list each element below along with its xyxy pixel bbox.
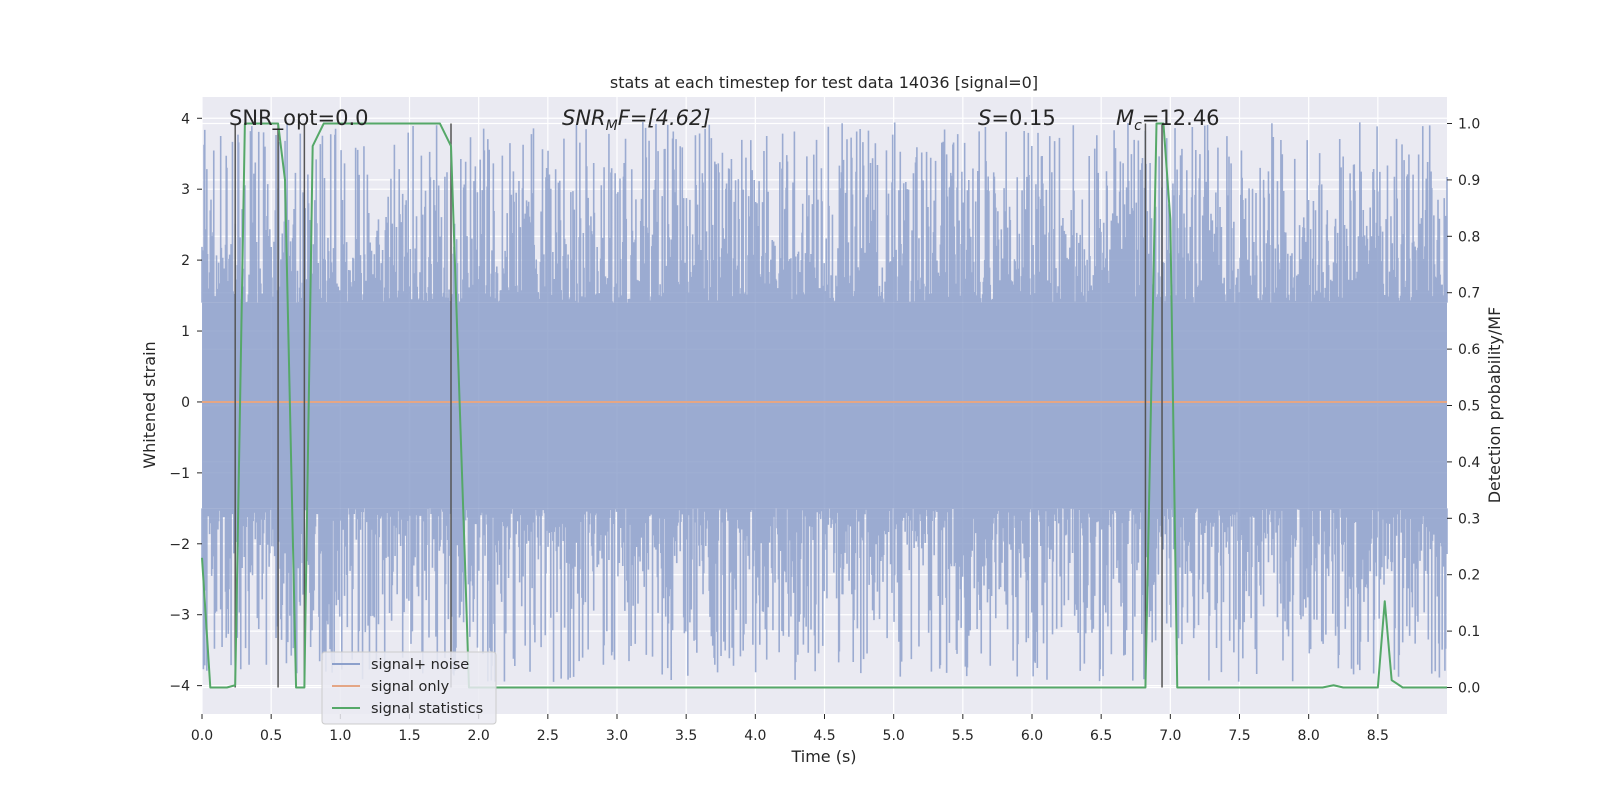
x-axis-label: Time (s)	[790, 747, 856, 766]
y2-tick-label-6: 0.4	[1458, 455, 1480, 471]
y-tick-label-5: −1	[169, 466, 190, 482]
noise-core-band	[202, 302, 1447, 509]
x-tick-label-2: 1.0	[329, 728, 351, 744]
snr-opt-annotation: SNR_opt=0.0	[229, 106, 369, 131]
y2-tick-label-8: 0.2	[1458, 568, 1480, 584]
x-tick-label-0: 0.0	[191, 728, 213, 744]
y2-tick-label-9: 0.1	[1458, 624, 1480, 640]
x-tick-label-3: 1.5	[398, 728, 420, 744]
snr-mf-annotation: SNRMF=[4.62]	[562, 106, 711, 134]
x-tick-label-14: 7.0	[1159, 728, 1181, 744]
y2-tick-label-2: 0.8	[1458, 229, 1480, 245]
y-tick-label-2: 2	[181, 253, 190, 269]
snr-mf-symbol: SNR	[562, 106, 606, 130]
y-tick-label-4: 0	[181, 395, 190, 411]
y-axis-label: Whitened strain	[140, 341, 159, 468]
x-tick-label-1: 0.5	[260, 728, 282, 744]
y-tick-label-1: 3	[181, 182, 190, 198]
y-tick-label-8: −4	[169, 679, 190, 695]
noise-lower-spikes	[201, 508, 1448, 682]
y-tick-label-6: −2	[169, 537, 190, 553]
signal-plus-noise-series	[201, 122, 1448, 682]
legend: signal+ noise signal only signal statist…	[321, 651, 497, 725]
y2-tick-label-5: 0.5	[1458, 399, 1480, 415]
x-tick-label-6: 3.0	[606, 728, 628, 744]
x-tick-label-4: 2.0	[468, 728, 490, 744]
y2-tick-label-0: 1.0	[1458, 117, 1480, 133]
x-tick-label-8: 4.0	[744, 728, 766, 744]
legend-label-signal-statistics: signal statistics	[371, 701, 483, 717]
vertical-marker-lines	[234, 123, 1163, 688]
chart-title: stats at each timestep for test data 140…	[610, 73, 1038, 92]
s-value: =0.15	[991, 106, 1055, 130]
x-axis-ticks: 0.0 0.5 1.0 1.5 2.0 2.5 3.0 3.5 4.0 4.5 5.0 5.5 6.0 6…	[191, 714, 1389, 744]
y-tick-label-0: 4	[181, 111, 190, 127]
y2-tick-label-10: 0.0	[1458, 680, 1480, 696]
x-tick-label-5: 2.5	[537, 728, 559, 744]
y2-tick-label-7: 0.3	[1458, 511, 1480, 527]
x-tick-label-11: 5.5	[952, 728, 974, 744]
mc-symbol: M	[1116, 106, 1134, 130]
snr-mf-subscript: M	[606, 118, 618, 134]
y2-tick-label-4: 0.6	[1458, 342, 1480, 358]
x-tick-label-12: 6.0	[1021, 728, 1043, 744]
y-tick-label-7: −3	[169, 608, 190, 624]
y2-tick-label-3: 0.7	[1458, 286, 1480, 302]
mc-value: =12.46	[1142, 106, 1220, 130]
x-tick-label-16: 8.0	[1298, 728, 1320, 744]
mc-annotation: Mc=12.46	[1116, 106, 1220, 134]
y2-axis-label: Detection probability/MF	[1485, 307, 1504, 504]
y2-tick-label-1: 0.9	[1458, 173, 1480, 189]
legend-box	[321, 651, 497, 725]
x-tick-label-15: 7.5	[1228, 728, 1250, 744]
y2-axis-ticks: 1.0 0.9 0.8 0.7 0.6 0.5 0.4 0.3 0.2 0.1 0.0	[1447, 117, 1480, 696]
x-tick-label-9: 4.5	[813, 728, 835, 744]
s-symbol: S	[978, 106, 991, 130]
x-tick-label-13: 6.5	[1090, 728, 1112, 744]
x-tick-label-10: 5.0	[883, 728, 905, 744]
x-tick-label-17: 8.5	[1367, 728, 1389, 744]
legend-label-signal-noise: signal+ noise	[371, 657, 469, 673]
s-annotation: S=0.15	[978, 106, 1056, 130]
y-axis-ticks: 4 3 2 1 0 −1 −2 −3 −4	[169, 111, 202, 695]
y-tick-label-3: 1	[181, 324, 190, 340]
legend-label-signal-only: signal only	[371, 679, 450, 695]
snr-mf-value: F=[4.62]	[618, 106, 711, 130]
x-tick-label-7: 3.5	[675, 728, 697, 744]
mc-subscript: c	[1134, 118, 1142, 134]
